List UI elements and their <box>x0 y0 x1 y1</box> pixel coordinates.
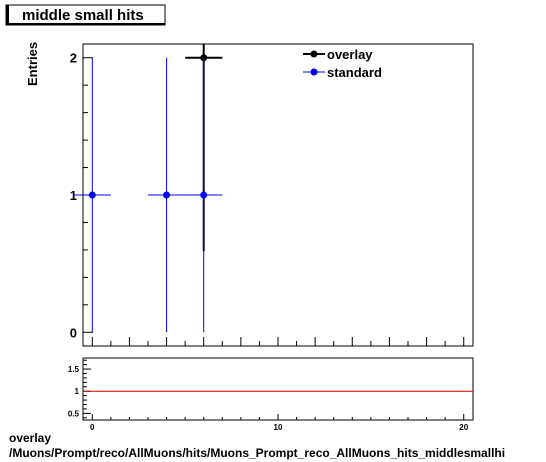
legend-label-overlay: overlay <box>327 47 373 62</box>
title-box: middle small hits <box>5 4 166 26</box>
main-y-tick-label: 1 <box>70 188 77 203</box>
main-axis-ticks: 0 1 2 <box>70 51 465 346</box>
main-plot-data <box>73 44 223 333</box>
data-point-standard <box>148 57 186 333</box>
ratio-x-tick-label: 20 <box>459 423 468 432</box>
legend: overlay standard <box>303 47 382 80</box>
main-plot-frame <box>82 43 474 347</box>
ratio-y-tick-label: 1.5 <box>68 365 80 374</box>
ratio-y-tick-label: 0.5 <box>68 409 80 418</box>
ratio-x-tick-label: 0 <box>90 423 95 432</box>
chart-title: middle small hits <box>22 7 144 24</box>
ratio-axis-ticks: 0.5 1 1.5 0 10 20 <box>68 359 469 432</box>
marker <box>200 191 208 199</box>
main-y-tick-label: 2 <box>70 51 77 66</box>
data-point-standard <box>185 57 223 333</box>
marker <box>163 191 171 199</box>
marker <box>88 191 96 199</box>
footer-line-2: /Muons/Prompt/reco/AllMuons/hits/Muons_P… <box>9 446 505 460</box>
legend-label-standard: standard <box>327 65 382 80</box>
main-y-tick-label: 0 <box>70 325 77 340</box>
ratio-x-tick-label: 10 <box>274 423 283 432</box>
data-point-standard <box>73 57 111 333</box>
legend-entry-overlay: overlay <box>303 47 373 62</box>
ratio-plot-frame <box>82 357 474 421</box>
legend-entry-standard: standard <box>303 65 382 80</box>
y-axis-label: Entries <box>25 42 40 86</box>
footer-line-1: overlay <box>9 431 51 445</box>
ratio-y-tick-label: 1 <box>75 387 80 396</box>
